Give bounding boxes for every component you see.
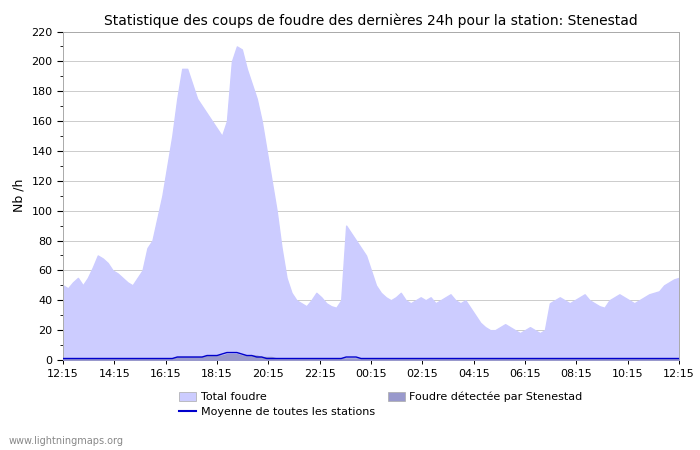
Text: www.lightningmaps.org: www.lightningmaps.org xyxy=(8,436,123,446)
Legend: Total foudre, Moyenne de toutes les stations, Foudre détectée par Stenestad: Total foudre, Moyenne de toutes les stat… xyxy=(179,392,582,417)
Y-axis label: Nb /h: Nb /h xyxy=(13,179,26,212)
Title: Statistique des coups de foudre des dernières 24h pour la station: Stenestad: Statistique des coups de foudre des dern… xyxy=(104,13,638,27)
